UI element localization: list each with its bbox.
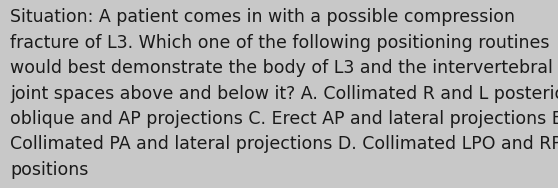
Text: oblique and AP projections C. Erect AP and lateral projections B.: oblique and AP projections C. Erect AP a… (10, 110, 558, 128)
Text: fracture of L3. Which one of the following positioning routines: fracture of L3. Which one of the followi… (10, 34, 550, 52)
Text: Situation: A patient comes in with a possible compression: Situation: A patient comes in with a pos… (10, 8, 515, 27)
Text: Collimated PA and lateral projections D. Collimated LPO and RPO: Collimated PA and lateral projections D.… (10, 135, 558, 153)
Text: positions: positions (10, 161, 88, 179)
Text: joint spaces above and below it? A. Collimated R and L posterior: joint spaces above and below it? A. Coll… (10, 85, 558, 103)
Text: would best demonstrate the body of L3 and the intervertebral: would best demonstrate the body of L3 an… (10, 59, 553, 77)
